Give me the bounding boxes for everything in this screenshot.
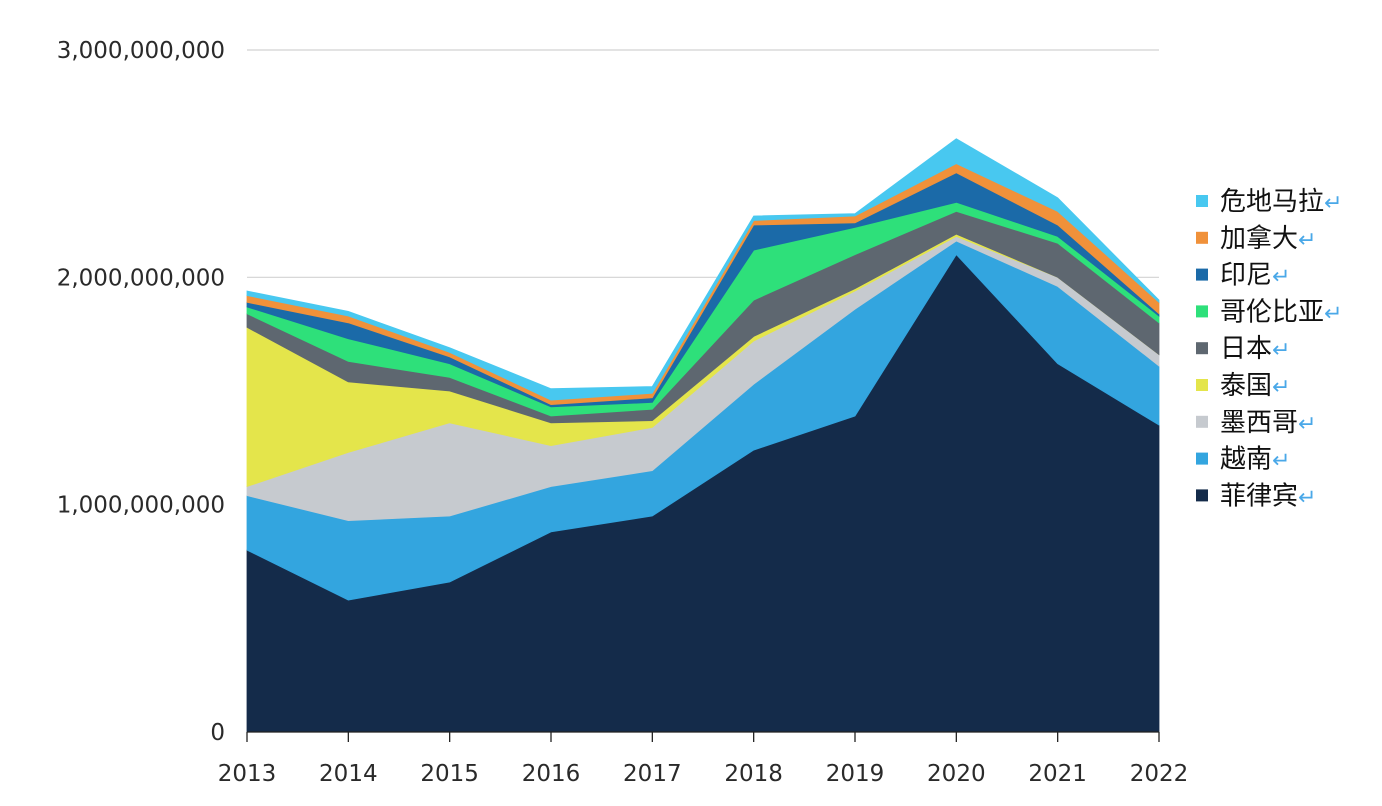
legend-label: 加拿大↵ [1220,224,1316,254]
legend-swatch [1196,452,1208,465]
axes: 0 1,000,000,000 2,000,000,000 3,000,000,000… [57,38,1189,787]
y-tick-label: 2,000,000,000 [57,265,225,291]
legend-swatch [1196,195,1208,207]
legend-label: 泰国↵ [1220,371,1290,401]
return-mark-icon: ↵ [1272,338,1290,363]
x-tick-label: 2017 [623,761,682,787]
legend-swatch [1196,489,1208,502]
x-tick-label: 2018 [724,761,783,787]
legend-item: 危地马拉↵ [1196,187,1342,217]
return-mark-icon: ↵ [1298,485,1316,510]
y-tick-label: 3,000,000,000 [57,38,225,64]
legend-series-name: 印尼 [1220,261,1272,291]
return-mark-icon: ↵ [1272,375,1290,400]
legend-label: 危地马拉↵ [1220,187,1342,217]
legend-series-name: 危地马拉 [1220,187,1324,217]
x-tick-label: 2022 [1130,761,1189,787]
legend-item: 哥伦比亚↵ [1196,297,1342,327]
return-mark-icon: ↵ [1324,301,1342,326]
area-series-group [246,138,1160,733]
legend-swatch [1196,305,1208,318]
x-tick-label: 2013 [218,761,277,787]
legend-item: 日本↵ [1196,334,1290,364]
legend-label: 日本↵ [1220,334,1290,364]
legend-label: 哥伦比亚↵ [1220,297,1342,327]
legend-item: 泰国↵ [1196,371,1290,401]
x-tick-label: 2021 [1028,761,1087,787]
legend-series-name: 哥伦比亚 [1220,297,1324,327]
legend-item: 印尼↵ [1196,261,1290,291]
legend-series-name: 泰国 [1220,371,1272,401]
legend-swatch [1196,231,1208,244]
x-tick-label: 2014 [319,761,378,787]
legend-item: 墨西哥↵ [1196,408,1316,438]
legend-label: 越南↵ [1220,445,1290,475]
legend-series-name: 日本 [1220,334,1272,364]
x-tick-label: 2020 [927,761,986,787]
y-tick-label: 1,000,000,000 [57,493,225,519]
legend-swatch [1196,379,1208,391]
legend-series-name: 越南 [1220,445,1272,475]
return-mark-icon: ↵ [1324,191,1342,216]
legend-swatch [1196,268,1208,281]
legend-item: 菲律宾↵ [1196,481,1316,511]
x-tick-label: 2019 [826,761,885,787]
legend-item: 越南↵ [1196,445,1290,475]
return-mark-icon: ↵ [1272,449,1290,474]
legend-item: 加拿大↵ [1196,224,1316,254]
legend-label: 菲律宾↵ [1220,481,1316,511]
return-mark-icon: ↵ [1298,228,1316,253]
legend-label: 墨西哥↵ [1220,408,1316,438]
legend-series-name: 墨西哥 [1220,408,1298,438]
legend: 危地马拉↵加拿大↵印尼↵哥伦比亚↵日本↵泰国↵墨西哥↵越南↵菲律宾↵ [1196,187,1342,511]
legend-swatch [1196,415,1208,428]
legend-series-name: 加拿大 [1220,224,1298,254]
legend-label: 印尼↵ [1220,261,1290,291]
return-mark-icon: ↵ [1272,265,1290,290]
area-series-9 [246,138,1160,401]
x-tick-label: 2015 [420,761,479,787]
legend-swatch [1196,342,1208,355]
legend-series-name: 菲律宾 [1220,481,1298,511]
x-tick-label: 2016 [522,761,581,787]
return-mark-icon: ↵ [1298,412,1316,437]
y-tick-label: 0 [210,720,225,746]
